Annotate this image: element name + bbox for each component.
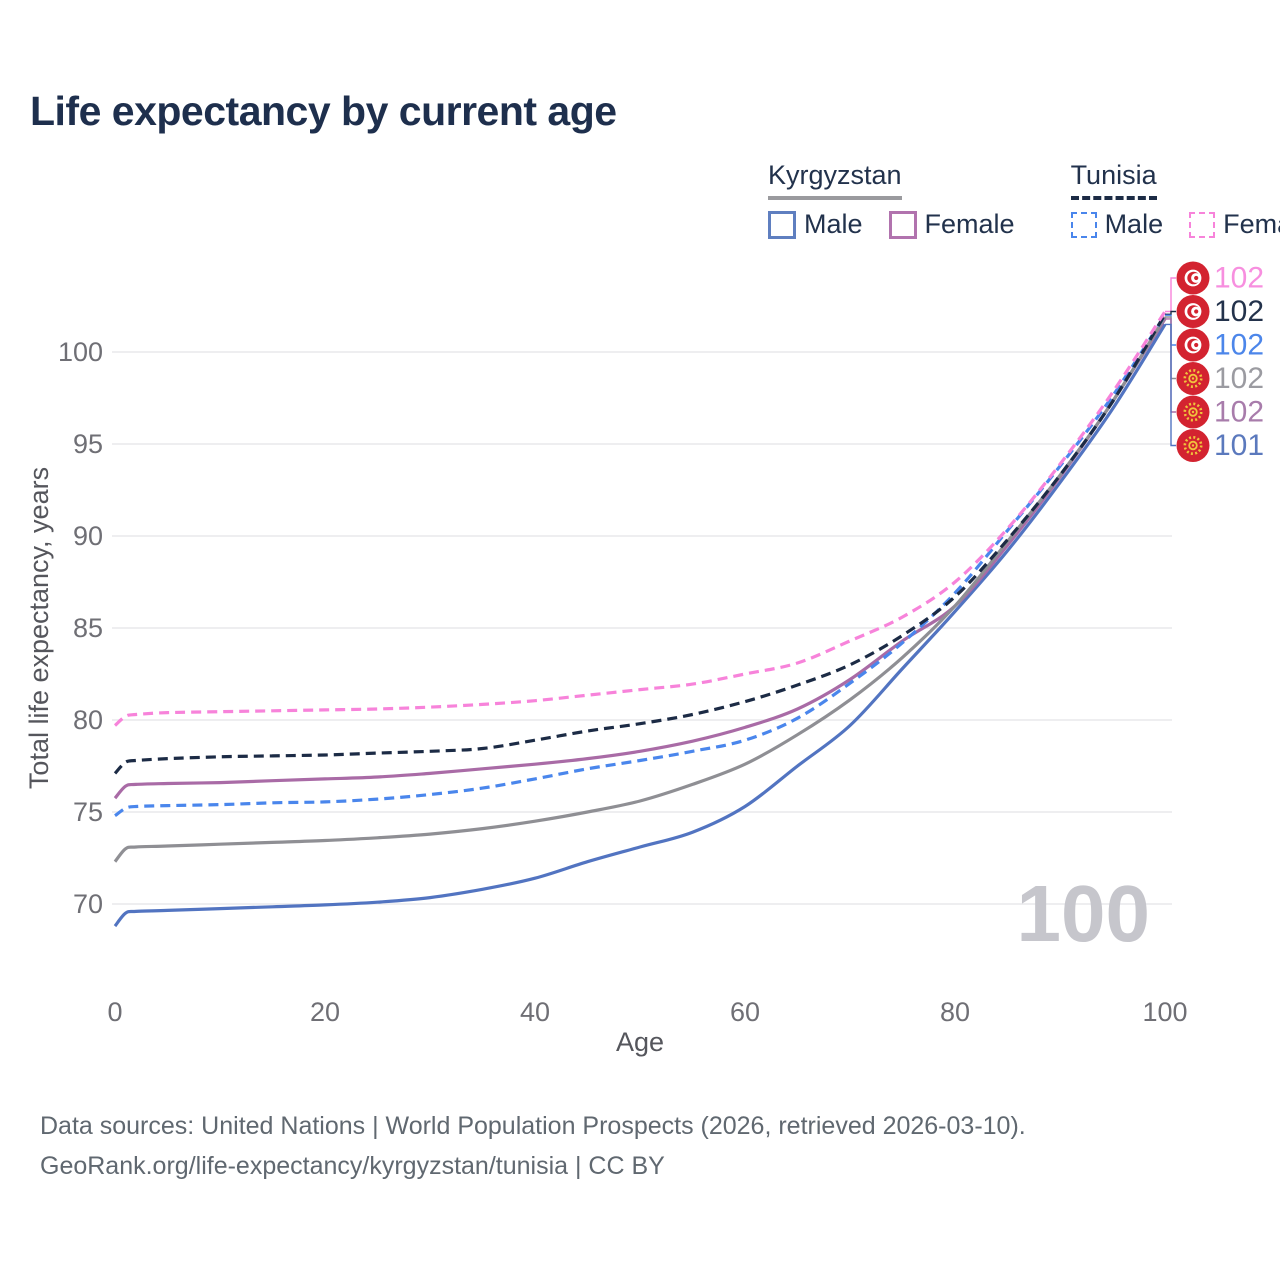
legend-swatch-tunisia-female [1189,211,1216,238]
age-watermark: 100 [1017,869,1150,958]
flag-icon-kyrgyzstan [1176,395,1210,429]
legend-country-kyrgyzstan[interactable]: Kyrgyzstan [768,160,1015,200]
flag-icon-tunisia [1176,295,1210,328]
leader-line [1165,277,1176,313]
series-line-kyrgyzstan-male [113,323,1167,928]
series-line-tunisia-female [113,310,1167,727]
legend-swatch-tunisia-male [1070,211,1097,238]
end-value-label: 102 [1214,295,1264,328]
x-tick-80: 80 [940,997,970,1027]
flag-icon-kyrgyzstan [1176,429,1210,462]
y-tick-80: 80 [73,705,103,735]
y-tick-70: 70 [73,889,103,919]
series-line-kyrgyzstan-female [113,318,1167,800]
page-title: Life expectancy by current age [30,88,617,134]
x-tick-40: 40 [520,997,550,1027]
legend-group-tunisia: Tunisia Male Female [1070,160,1280,240]
series-line-kyrgyzstan-both-sexes [113,316,1167,863]
flag-icon-tunisia [1176,261,1210,295]
flag-icon-tunisia [1176,328,1210,362]
chart-footer: Data sources: United Nations | World Pop… [40,1106,1026,1186]
y-axis-label: Total life expectancy, years [24,467,54,789]
series-line-tunisia-male [114,314,1167,818]
x-axis-label: Age [616,1027,664,1057]
legend-item-tunisia-male[interactable]: Male [1070,209,1163,240]
y-tick-75: 75 [73,797,103,827]
legend-swatch-kyrgyzstan-female [888,210,917,239]
end-value-label: 102 [1214,329,1264,362]
x-tick-0: 0 [107,997,122,1027]
x-tick-60: 60 [730,997,760,1027]
y-tick-90: 90 [73,521,103,551]
footer-attribution-line: GeoRank.org/life-expectancy/kyrgyzstan/t… [40,1152,665,1180]
end-value-label: 102 [1214,262,1264,295]
legend-item-kyrgyzstan-male[interactable]: Male [768,209,863,240]
footer-source-line: Data sources: United Nations | World Pop… [40,1112,1026,1140]
legend-country-tunisia[interactable]: Tunisia [1070,160,1280,200]
end-value-label: 102 [1214,396,1264,429]
legend-group-kyrgyzstan: Kyrgyzstan Male Female [768,160,1015,240]
leader-line [1165,310,1176,315]
x-tick-100: 100 [1142,997,1187,1027]
end-value-label: 101 [1214,429,1264,462]
y-tick-85: 85 [73,613,103,643]
x-tick-20: 20 [310,997,340,1027]
leader-line [1165,323,1176,447]
flag-icon-kyrgyzstan [1176,362,1210,395]
end-value-label: 102 [1214,362,1264,395]
legend-item-kyrgyzstan-female[interactable]: Female [888,209,1015,240]
y-tick-100: 100 [58,337,103,367]
legend-item-tunisia-female[interactable]: Female [1189,209,1280,240]
legend: Kyrgyzstan Male Female Tunisia Male Fema… [768,160,1280,240]
series-line-tunisia-both-sexes [113,313,1167,775]
legend-swatch-kyrgyzstan-male [768,210,796,239]
y-tick-95: 95 [73,429,103,459]
